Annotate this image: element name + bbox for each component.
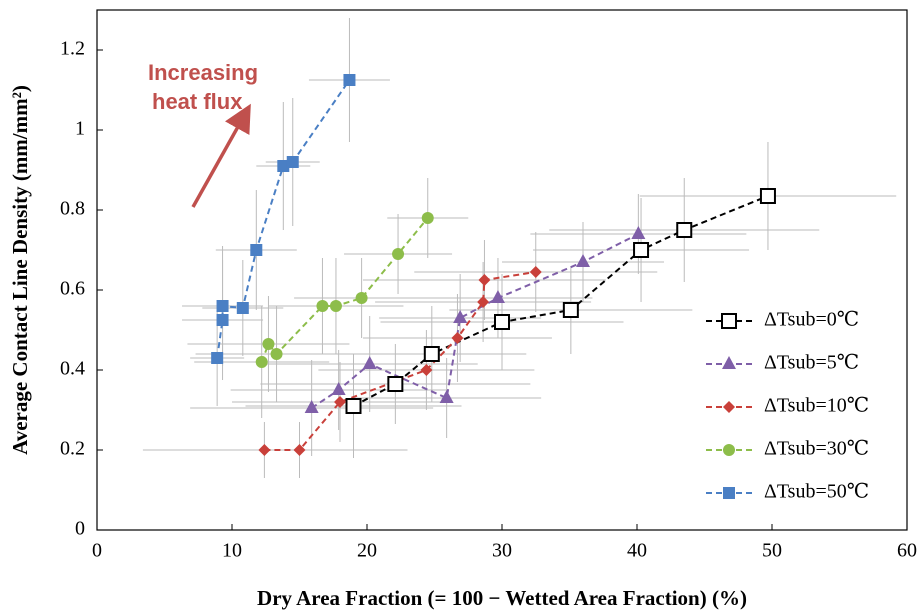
marker <box>494 314 510 330</box>
series-line <box>353 195 769 407</box>
x-axis-title: Dry Area Fraction (= 100 − Wetted Area F… <box>257 586 747 610</box>
legend: ΔTsub=0℃ ΔTsub=5℃ ΔTsub=10℃ ΔTsub=30℃ ΔTsub=… <box>706 309 869 503</box>
y-tick-label: 1 <box>75 118 85 140</box>
series-line <box>264 271 536 451</box>
y-axis-title: Average Contact Line Density (mm/mm²) <box>8 85 32 455</box>
marker <box>316 300 329 312</box>
x-tick-label: 20 <box>357 540 377 562</box>
marker <box>277 160 290 172</box>
marker <box>759 188 776 204</box>
series-line <box>260 217 429 363</box>
marker <box>255 356 268 368</box>
marker <box>286 156 299 168</box>
axes: 0 10 20 30 40 50 60 0 0.2 0.4 0.6 0.8 1 1.2 <box>60 9 917 562</box>
annotation: heat flux <box>152 89 243 114</box>
marker <box>721 313 737 329</box>
marker <box>334 396 346 408</box>
marker <box>722 356 736 369</box>
marker <box>270 348 283 360</box>
marker <box>362 356 377 369</box>
marker <box>331 382 346 395</box>
marker <box>478 274 491 286</box>
x-tick-label: 60 <box>897 540 917 562</box>
marker <box>250 244 263 256</box>
marker <box>453 310 468 323</box>
marker <box>421 212 434 224</box>
marker <box>723 487 735 499</box>
marker <box>423 346 440 362</box>
marker <box>451 332 464 344</box>
marker <box>211 352 224 364</box>
legend-label: ΔTsub=5℃ <box>764 352 859 374</box>
marker <box>216 314 229 326</box>
marker <box>676 222 693 238</box>
legend-label: ΔTsub=50℃ <box>764 481 869 503</box>
y-tick-label: 0.6 <box>60 278 85 300</box>
marker <box>723 444 735 456</box>
marker <box>633 242 650 258</box>
marker <box>343 74 356 86</box>
legend-label: ΔTsub=0℃ <box>764 309 859 331</box>
marker <box>392 248 405 260</box>
marker <box>258 444 271 456</box>
marker <box>293 444 306 456</box>
y-tick-label: 1.2 <box>60 38 85 60</box>
legend-label: ΔTsub=10℃ <box>764 395 869 417</box>
marker <box>262 338 275 350</box>
series-line <box>311 233 639 409</box>
annotation: Increasing <box>148 60 258 85</box>
legend-label: ΔTsub=30℃ <box>764 438 869 460</box>
y-tick-label: 0.2 <box>60 438 85 460</box>
marker <box>387 376 404 392</box>
x-tick-label: 50 <box>762 540 782 562</box>
marker <box>723 401 735 413</box>
y-tick-label: 0.4 <box>60 358 85 380</box>
x-tick-label: 30 <box>492 540 512 562</box>
annotation-arrow <box>191 103 251 208</box>
marker <box>576 254 590 267</box>
marker <box>631 226 646 239</box>
marker <box>304 400 319 413</box>
marker <box>345 398 362 414</box>
marker <box>477 296 490 308</box>
marker <box>490 290 505 303</box>
marker <box>216 300 229 312</box>
x-tick-label: 40 <box>627 540 647 562</box>
marker <box>329 300 342 312</box>
y-tick-label: 0.8 <box>60 198 85 220</box>
marker <box>529 266 542 278</box>
marker <box>562 302 579 318</box>
series-markers <box>211 74 776 456</box>
marker <box>236 302 249 314</box>
x-tick-label: 10 <box>222 540 242 562</box>
marker <box>355 292 368 304</box>
x-tick-label: 0 <box>92 540 102 562</box>
marker <box>439 390 454 403</box>
marker <box>420 364 433 376</box>
y-tick-label: 0 <box>75 518 85 540</box>
series-lines <box>216 79 769 451</box>
